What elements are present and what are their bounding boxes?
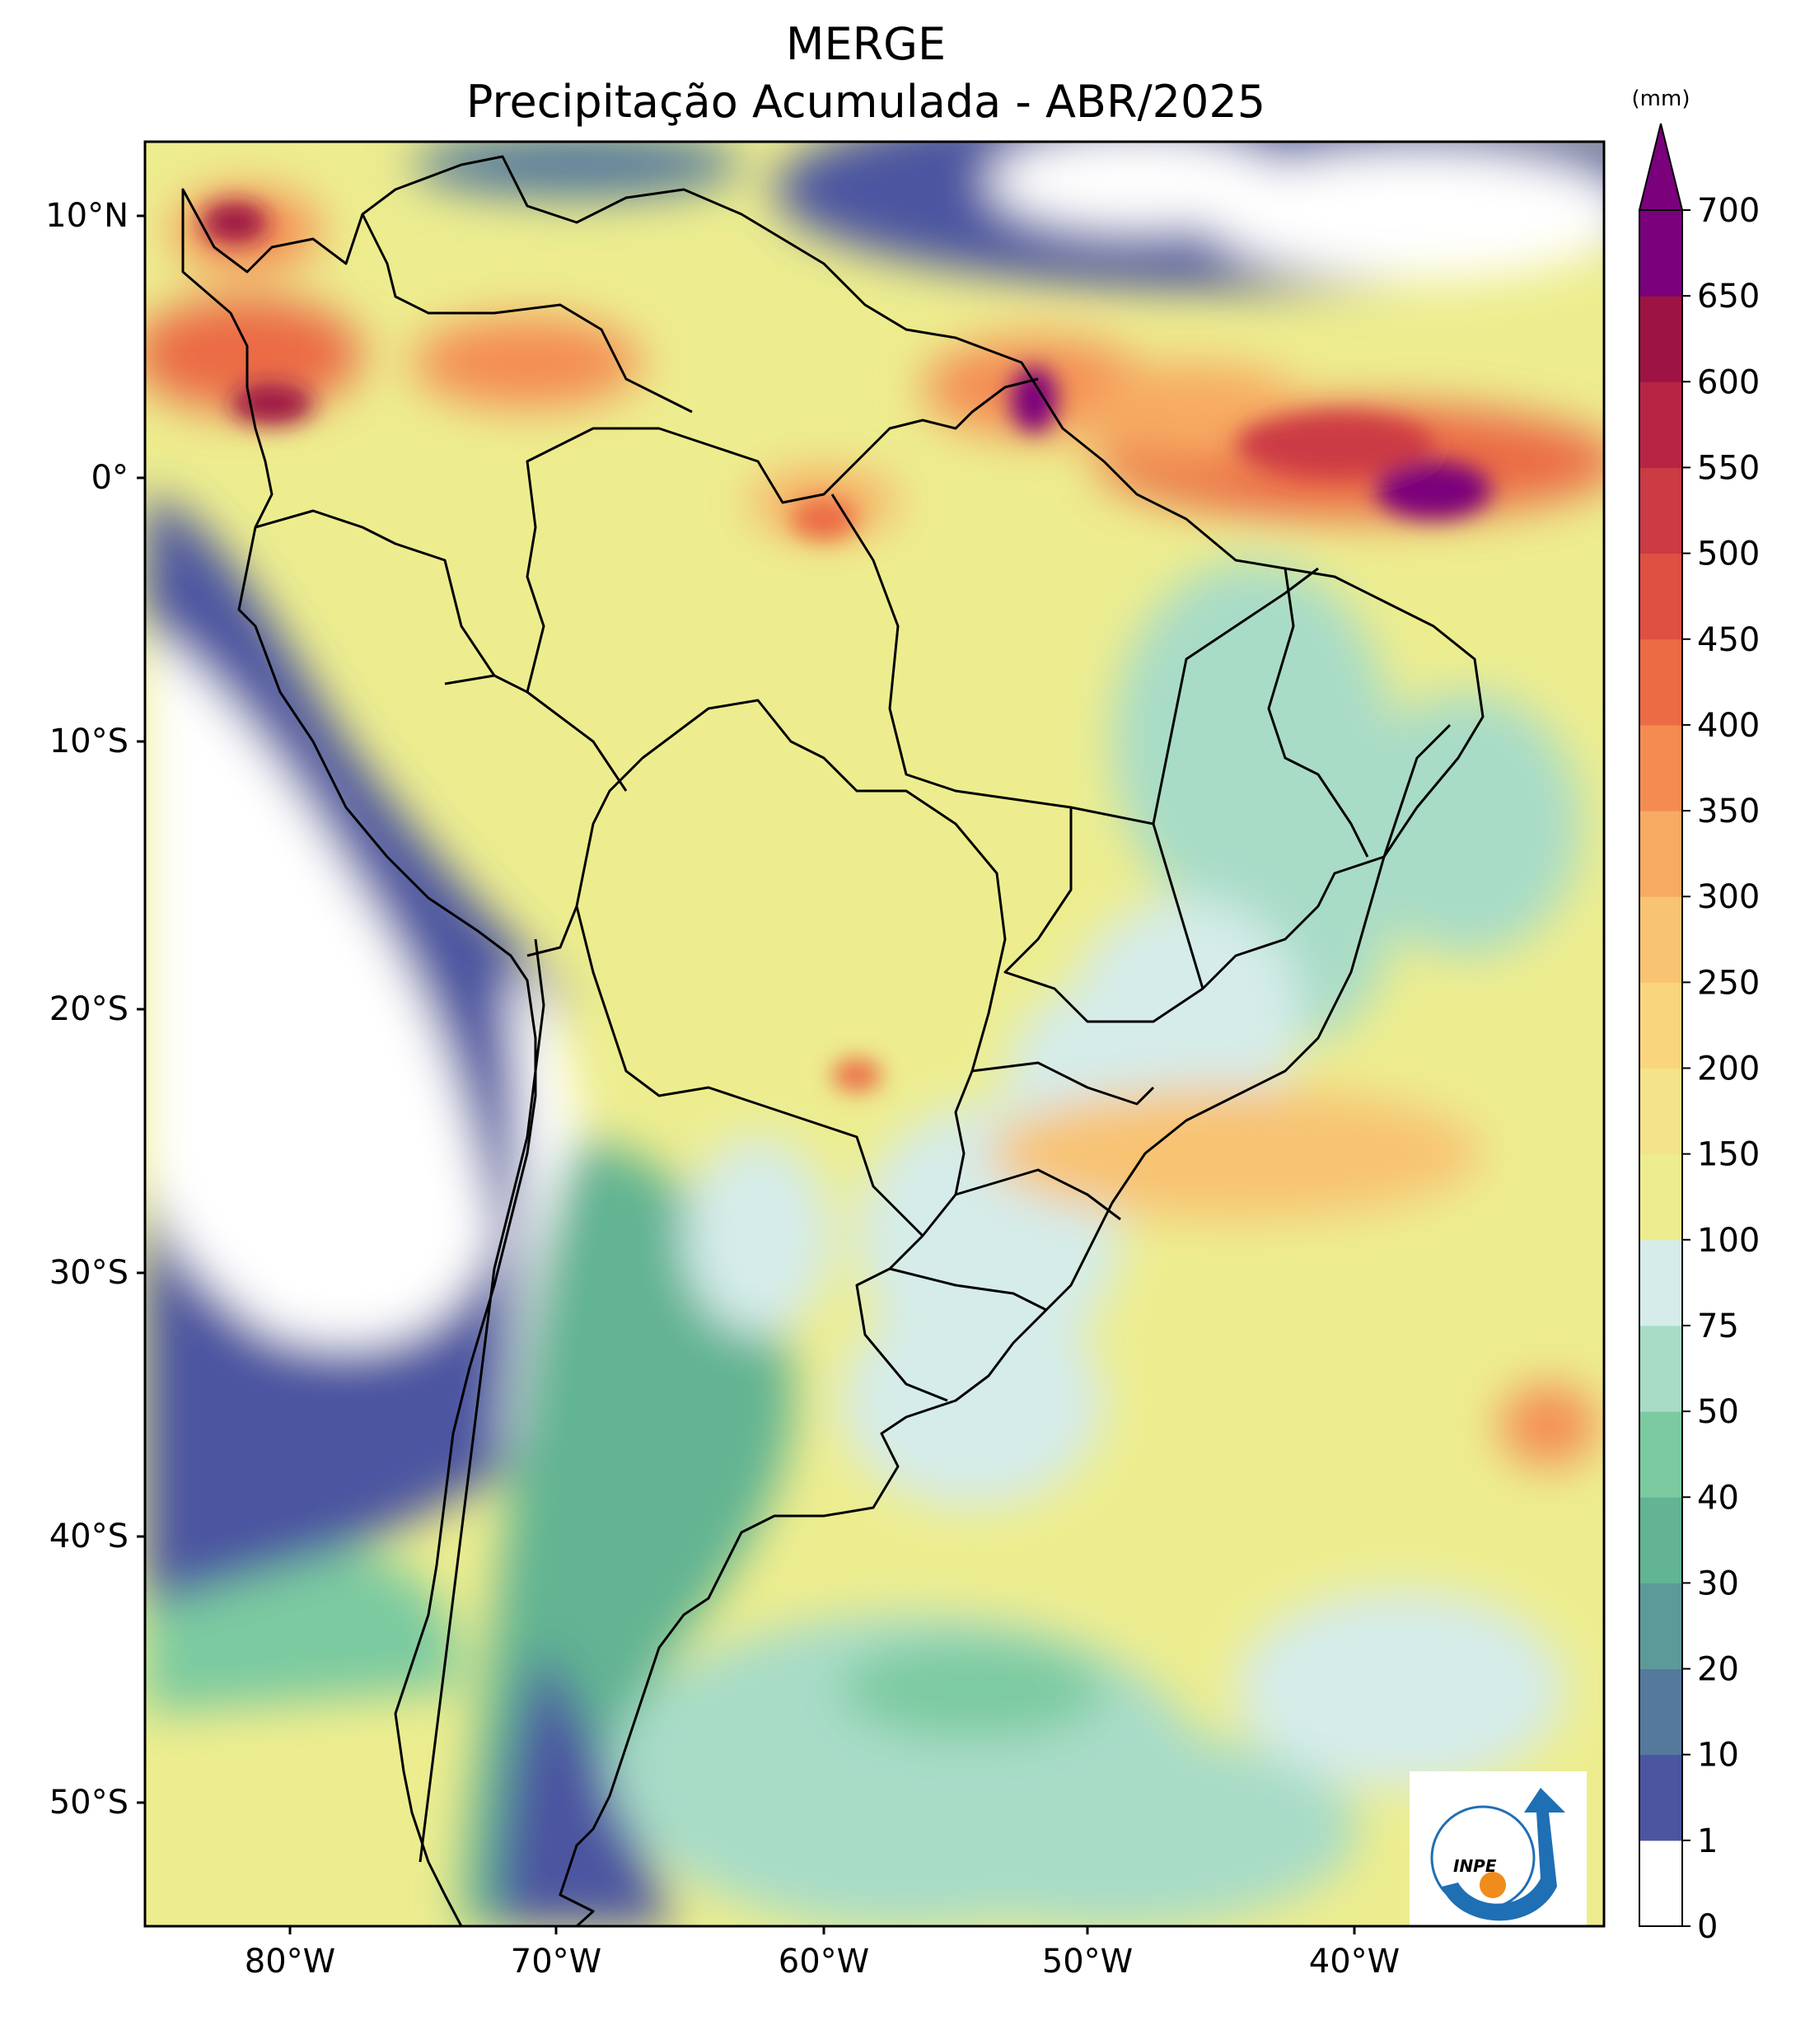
brazil-border-north	[444, 377, 1039, 694]
colorbar-tick-label: 250	[1697, 964, 1760, 1002]
colorbar-bin	[1639, 467, 1682, 554]
colorbar-tick-label: 40	[1697, 1479, 1739, 1517]
lon-tick-label: 60°W	[779, 1943, 869, 1981]
colorbar-tick-label: 700	[1697, 192, 1760, 230]
colorbar-unit: (mm)	[1632, 87, 1690, 111]
internal-border-5	[889, 1267, 1047, 1312]
colorbar-bin	[1639, 296, 1682, 382]
internal-border-2	[1003, 723, 1452, 1023]
colorbar-tick-label: 150	[1697, 1136, 1760, 1174]
colorbar-bin	[1639, 1583, 1682, 1670]
argentina-border	[575, 905, 924, 1237]
colorbar-bin	[1639, 982, 1682, 1069]
colorbar-tick-label: 450	[1697, 621, 1760, 659]
colorbar-tick-label: 300	[1697, 878, 1760, 916]
colorbar-tick-label: 400	[1697, 707, 1760, 745]
lat-tick-label: 40°S	[49, 1518, 129, 1555]
lat-tick-label: 50°S	[49, 1784, 129, 1822]
colorbar-tick-label: 50	[1697, 1393, 1739, 1431]
lat-tick-label: 20°S	[49, 990, 129, 1028]
colorbar-tick-label: 600	[1697, 363, 1760, 401]
precip-field-patches	[145, 142, 1604, 1926]
colombia-venezuela-border	[361, 213, 693, 414]
colorbar-bin	[1639, 811, 1682, 897]
internal-border-4	[955, 1168, 1121, 1221]
colorbar-tick-label: 30	[1697, 1565, 1739, 1602]
colorbar-tick-label: 350	[1697, 793, 1760, 830]
colorbar-bin	[1639, 1068, 1682, 1155]
south-america-coastline	[181, 155, 1485, 1926]
colorbar-tick-label: 10	[1697, 1737, 1739, 1775]
colorbar-bin	[1639, 553, 1682, 640]
inpe-logo-text: INPE	[1453, 1856, 1497, 1876]
colorbar-tick-label: 75	[1697, 1307, 1739, 1345]
colorbar-tick-label: 0	[1697, 1908, 1718, 1946]
colorbar-bin	[1639, 1325, 1682, 1412]
colorbar-bin	[1639, 381, 1682, 468]
lat-tick-label: 10°S	[49, 723, 129, 760]
bolivia-border	[526, 690, 628, 792]
lon-tick-label: 70°W	[511, 1943, 601, 1981]
colorbar-tick-label: 500	[1697, 536, 1760, 573]
colorbar-bin	[1639, 638, 1682, 726]
colorbar-tick-label: 20	[1697, 1651, 1739, 1689]
title-line-1: MERGE	[786, 18, 946, 70]
colorbar-tick-label: 200	[1697, 1050, 1760, 1088]
colorbar-bin	[1639, 896, 1682, 983]
map-panel: INPE	[145, 142, 1604, 1926]
lon-tick-label: 50°W	[1042, 1943, 1133, 1981]
colorbar-bin	[1639, 724, 1682, 812]
title-line-2: Precipitação Acumulada - ABR/2025	[466, 76, 1265, 128]
map-frame	[143, 140, 1606, 1928]
internal-border-6	[1152, 823, 1204, 989]
longitude-axis: 80°W 70°W 60°W 50°W 40°W	[245, 1926, 1400, 1981]
brazil-border-west	[526, 699, 1007, 1402]
peru-ecuador-border	[255, 509, 496, 676]
colorbar-bin	[1639, 1153, 1682, 1241]
lat-tick-label: 30°S	[49, 1254, 129, 1292]
andes-border	[419, 938, 545, 1863]
colorbar-bin	[1639, 1239, 1682, 1326]
colorbar-tick-label: 1	[1697, 1822, 1718, 1860]
colorbar-bin	[1639, 1497, 1682, 1583]
internal-border-3	[971, 1061, 1155, 1106]
colorbar-bin	[1639, 1668, 1682, 1756]
internal-border-7	[1267, 568, 1369, 858]
lon-tick-label: 80°W	[245, 1943, 335, 1981]
colorbar-bin	[1639, 1754, 1682, 1841]
colorbar-extend-arrow	[1638, 123, 1684, 211]
lat-tick-label: 10°N	[45, 197, 129, 235]
colorbar-bin	[1639, 1411, 1682, 1498]
colorbar-tick-label: 100	[1697, 1222, 1760, 1260]
latitude-axis: 10°N 0° 10°S 20°S 30°S 40°S 50°S	[45, 197, 145, 1822]
colorbar-bin	[1639, 210, 1682, 297]
colorbar-bin	[1639, 1840, 1682, 1927]
colorbar-tick-label: 550	[1697, 449, 1760, 487]
lat-tick-label: 0°	[91, 459, 129, 497]
colorbar-tick-label: 650	[1697, 278, 1760, 316]
colorbar: (mm) 0 1 10 20 30 40 50 75 100 150 200 250 300 350 400…	[1632, 87, 1761, 1946]
inpe-logo: INPE	[1410, 1771, 1587, 1926]
country-and-state-borders	[181, 155, 1485, 1926]
lon-tick-label: 40°W	[1309, 1943, 1400, 1981]
